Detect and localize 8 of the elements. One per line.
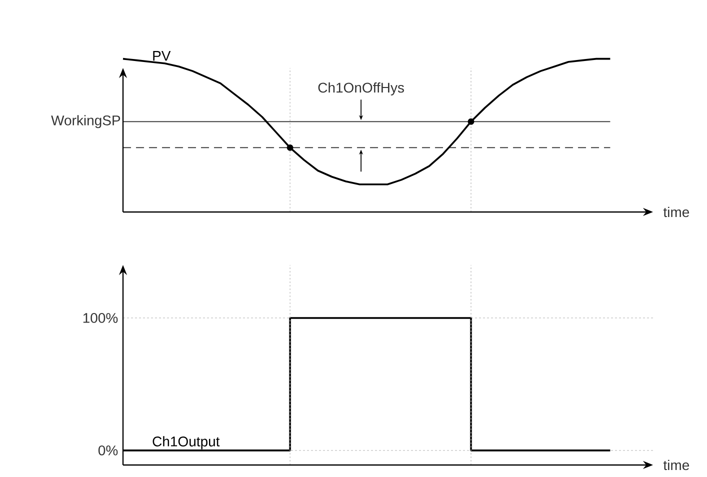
x-axis-title: time <box>663 206 690 218</box>
y-tick-label: 100% <box>83 313 118 323</box>
y-tick-label: 0% <box>98 445 118 456</box>
ref-line-label: WorkingSP <box>51 115 120 128</box>
annotation: Ch1OnOffHys <box>318 82 404 96</box>
x-axis-title: time <box>663 460 690 470</box>
series-label: Ch1Output <box>152 436 220 450</box>
series-label: PV <box>153 51 171 61</box>
